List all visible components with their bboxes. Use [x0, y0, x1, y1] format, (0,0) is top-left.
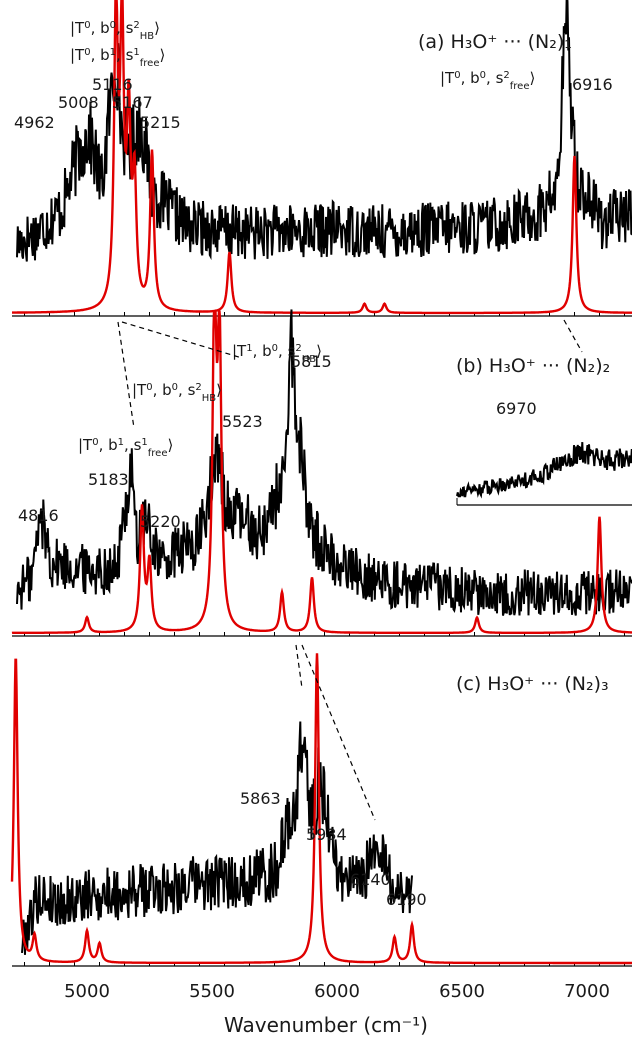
panel-title: (b) H₃O⁺ ··· (N₂)₂ [456, 355, 610, 377]
peak-label: 5934 [306, 825, 347, 844]
peak-label: 5220 [140, 512, 181, 531]
peak-label: 5215 [140, 113, 181, 132]
correlation-line [564, 320, 582, 352]
correlation-line [118, 322, 134, 428]
x-tick-label: 6500 [439, 981, 485, 1002]
peak-label: 4816 [18, 506, 59, 525]
peak-label: 5523 [222, 412, 263, 431]
inset-spectrum [457, 442, 632, 496]
panel-title: (a) H₃O⁺ ··· (N₂)₁ [418, 31, 572, 53]
peak-label: 5008 [58, 93, 99, 112]
panel-b: (b) H₃O⁺ ··· (N₂)₂4816518352205523581569… [12, 310, 632, 637]
peak-label: 5167 [112, 93, 153, 112]
peak-label: 4962 [14, 113, 55, 132]
experiment-spectrum [22, 722, 412, 955]
correlation-line [122, 322, 242, 358]
peak-label: 5863 [240, 789, 281, 808]
peak-label: 6970 [496, 399, 537, 418]
x-axis: 5000 5500 6000 6500 7000 Wavenumber (cm⁻¹) [64, 981, 610, 1037]
x-axis-label: Wavenumber (cm⁻¹) [224, 1013, 428, 1037]
state-assignment: |T0, b0, s2HB⟩ [132, 381, 222, 404]
peak-label: 5183 [88, 470, 129, 489]
peak-label: 6916 [572, 75, 613, 94]
correlation-line [296, 645, 302, 688]
peak-label: 5116 [92, 75, 133, 94]
state-assignment: |T0, b0, s2free⟩ [440, 69, 535, 92]
x-tick-label: 5000 [64, 981, 110, 1002]
peak-label: 6140 [350, 870, 391, 889]
x-tick-label: 6000 [314, 981, 360, 1002]
panel-title: (c) H₃O⁺ ··· (N₂)₃ [456, 673, 609, 695]
x-tick-label: 5500 [189, 981, 235, 1002]
peak-label: 6190 [386, 890, 427, 909]
x-tick-label: 7000 [564, 981, 610, 1002]
state-assignment: |T0, b1, s1free⟩ [78, 436, 173, 459]
state-assignment: |T1, b0, s2HB⟩ [232, 342, 322, 365]
